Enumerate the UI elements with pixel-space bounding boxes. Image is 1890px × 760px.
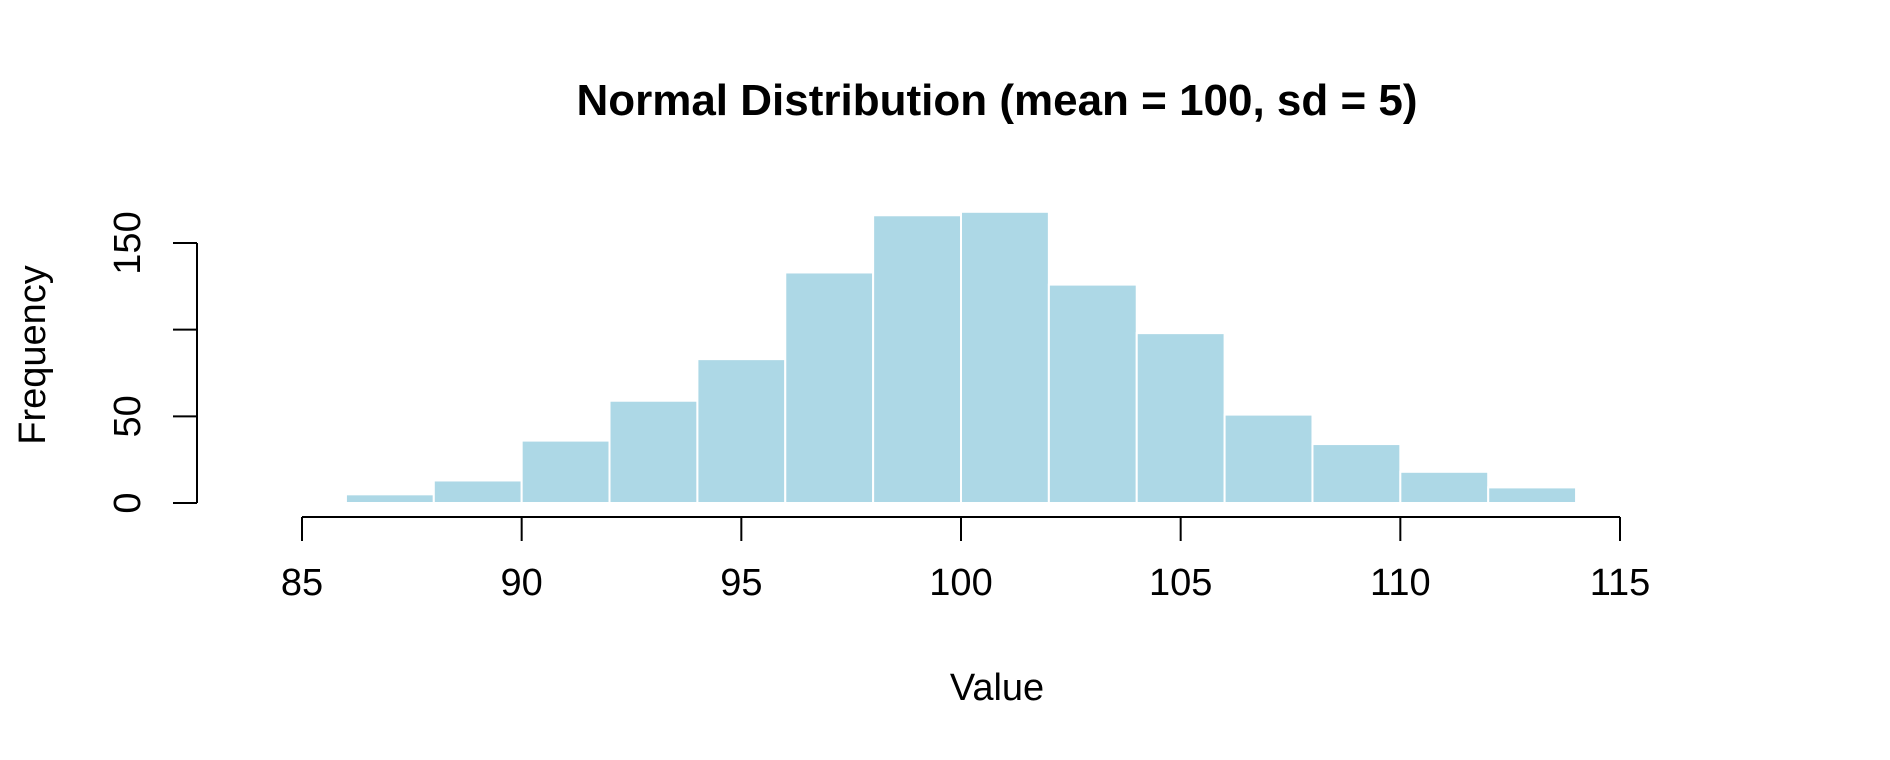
y-axis-label: Frequency bbox=[12, 265, 54, 445]
histogram-bar bbox=[1135, 332, 1226, 504]
x-tick-label: 95 bbox=[720, 562, 762, 604]
y-tick-label: 0 bbox=[107, 492, 149, 513]
y-axis: 0 50 150 bbox=[107, 211, 198, 514]
x-tick-label: 85 bbox=[281, 562, 323, 604]
histogram-bar bbox=[1047, 283, 1138, 504]
histogram-bar bbox=[784, 271, 875, 505]
x-axis: 85 90 95 100 105 110 115 bbox=[281, 516, 1651, 604]
histogram-bar bbox=[1399, 470, 1490, 504]
x-tick-label: 115 bbox=[1590, 562, 1651, 604]
x-tick-label: 90 bbox=[501, 562, 543, 604]
chart-title: Normal Distribution (mean = 100, sd = 5) bbox=[576, 76, 1417, 125]
y-tick-label: 150 bbox=[107, 211, 149, 274]
histogram-bar bbox=[1487, 486, 1578, 504]
histogram-bar bbox=[432, 479, 523, 505]
histogram-bar bbox=[1311, 443, 1402, 505]
histogram-bar bbox=[608, 399, 699, 505]
bars-group bbox=[344, 210, 1578, 505]
histogram-bar bbox=[872, 214, 963, 504]
histogram-bar bbox=[696, 358, 787, 504]
histogram-bar bbox=[1223, 413, 1314, 505]
x-tick-label: 100 bbox=[929, 562, 992, 604]
x-axis-label: Value bbox=[950, 667, 1044, 709]
x-tick-label: 105 bbox=[1149, 562, 1212, 604]
histogram-bar bbox=[960, 210, 1050, 505]
x-tick-label: 110 bbox=[1370, 562, 1431, 604]
y-tick-label: 50 bbox=[107, 395, 149, 437]
histogram-bar bbox=[344, 493, 435, 505]
histogram-bar bbox=[520, 439, 611, 505]
